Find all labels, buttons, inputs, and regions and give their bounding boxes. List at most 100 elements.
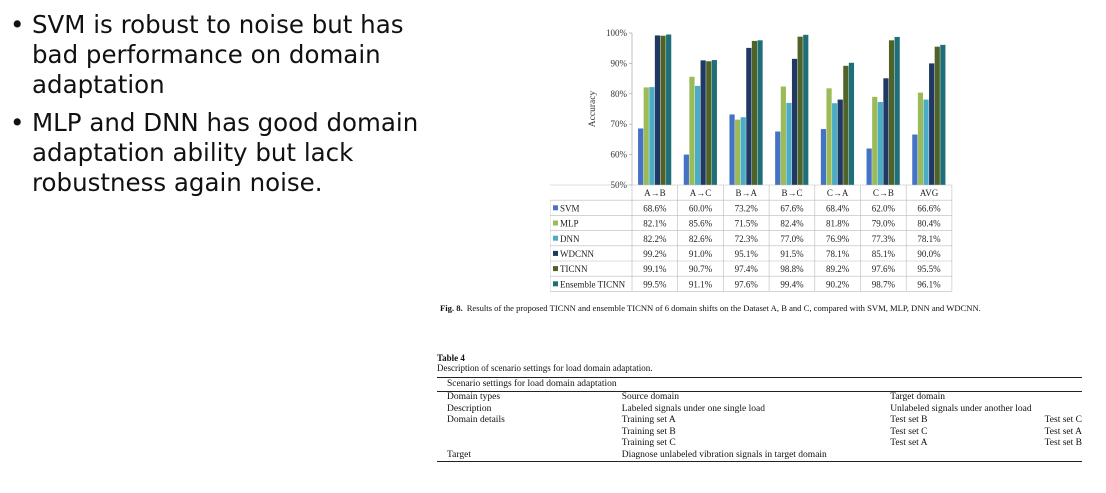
legend-label: Ensemble TICNN <box>560 279 626 289</box>
bar-ticnn <box>751 40 758 186</box>
figure-caption: Fig. 8. Results of the proposed TICNN and… <box>440 303 1090 313</box>
table-cell <box>437 438 612 450</box>
data-label: 98.8% <box>780 264 804 274</box>
data-label: 67.6% <box>780 203 804 213</box>
bar-dnn <box>694 85 701 185</box>
table-cell: Target domain <box>890 392 946 402</box>
table-cell: Training set A <box>621 415 676 425</box>
bar-svm <box>912 134 918 185</box>
data-label: 68.6% <box>643 203 667 213</box>
table-cell: Description <box>447 403 492 414</box>
data-label: 79.0% <box>872 219 896 229</box>
bar-ticnn <box>934 46 940 186</box>
bar-wdcnn <box>883 78 889 185</box>
table-description: Description of scenario settings for loa… <box>437 363 653 373</box>
data-label: 97.4% <box>735 264 759 274</box>
bar-wdcnn <box>654 35 661 185</box>
data-label: 98.7% <box>872 279 896 289</box>
y-tick-label: 60% <box>611 150 628 160</box>
x-category-label: C→A <box>827 188 849 198</box>
data-label: 82.4% <box>780 219 804 229</box>
legend-swatch <box>553 281 558 287</box>
data-label: 91.5% <box>780 249 804 259</box>
bar-ticnn <box>797 36 803 185</box>
data-label: 91.0% <box>689 249 713 259</box>
data-label: 80.4% <box>917 219 941 229</box>
legend-label: WDCNN <box>560 249 594 259</box>
table-cell: Test set A <box>890 438 928 448</box>
table-header: Scenario settings for load domain adapta… <box>437 377 1082 392</box>
bullet-list: SVM is robust to noise but has bad perfo… <box>10 10 430 206</box>
bar-svm <box>866 148 872 185</box>
data-label: 99.4% <box>780 279 804 289</box>
bar-dnn <box>832 103 838 185</box>
data-label: 81.8% <box>826 219 850 229</box>
bar-wdcnn <box>746 47 752 186</box>
x-category-label: B→A <box>735 188 757 198</box>
legend-label: SVM <box>560 203 580 213</box>
table-cell: Test set C <box>1044 415 1082 425</box>
x-category-label: C→B <box>873 188 894 198</box>
data-label: 72.3% <box>735 234 759 244</box>
legend-swatch <box>553 250 558 256</box>
data-label: 90.0% <box>917 249 941 259</box>
bar-dnn <box>649 87 655 185</box>
data-label: 95.5% <box>917 264 941 274</box>
bar-wdcnn <box>700 60 706 185</box>
legend-swatch <box>553 266 558 272</box>
legend-swatch <box>553 220 558 226</box>
bar-wdcnn <box>837 99 843 185</box>
bullet-svm: SVM is robust to noise but has bad perfo… <box>10 10 430 100</box>
data-label: 99.2% <box>643 249 667 259</box>
data-label: 78.1% <box>917 234 941 244</box>
y-tick-label: 100% <box>606 28 628 38</box>
y-axis-label: Accuracy <box>588 91 598 128</box>
bar-wdcnn <box>791 58 798 186</box>
table-row: Domain types Source domain Target domain <box>437 392 1082 404</box>
x-category-label: A→C <box>690 188 712 198</box>
table-row: Domain details Training set A Test set B… <box>437 415 1082 427</box>
table-cell <box>1035 392 1082 404</box>
table-cell <box>437 427 612 439</box>
y-tick-label: 70% <box>611 119 628 129</box>
data-label: 85.1% <box>872 249 896 259</box>
legend-label: DNN <box>560 234 580 244</box>
table-cell: Domain details <box>447 415 505 425</box>
table-cell: Labeled signals under one single load <box>621 403 765 414</box>
data-label: 97.6% <box>872 264 896 274</box>
table-row: Training set B Test set C Test set A <box>437 427 1082 439</box>
data-label: 95.1% <box>735 249 759 259</box>
data-label: 71.5% <box>735 219 759 229</box>
data-label: 85.6% <box>689 219 713 229</box>
data-label: 90.7% <box>689 264 713 274</box>
data-label: 62.0% <box>872 203 896 213</box>
bullet-mlp-dnn: MLP and DNN has good domain adaptation a… <box>10 108 430 198</box>
bar-ticnn <box>660 35 666 186</box>
data-label: 91.1% <box>689 279 713 289</box>
bar-ensemble-ticnn <box>803 34 809 185</box>
bar-ticnn <box>706 61 712 185</box>
data-label: 99.1% <box>643 264 667 274</box>
legend-swatch <box>553 205 558 211</box>
bar-svm <box>729 114 735 185</box>
table-cell: Training set C <box>621 438 676 448</box>
table-header-row: Scenario settings for load domain adapta… <box>437 377 1082 392</box>
bar-mlp <box>872 96 878 185</box>
figure-caption-label: Fig. 8. <box>440 303 463 313</box>
bar-dnn <box>923 99 929 185</box>
bar-ensemble-ticnn <box>940 44 946 185</box>
legend-label: MLP <box>560 219 579 229</box>
data-label: 96.1% <box>917 279 941 289</box>
bar-dnn <box>740 117 746 185</box>
bar-mlp <box>689 76 695 185</box>
data-label: 82.2% <box>643 234 667 244</box>
bar-ticnn <box>888 40 895 186</box>
data-label: 82.1% <box>643 219 667 229</box>
table-cell: Test set B <box>1044 438 1082 448</box>
data-label: 97.6% <box>735 279 759 289</box>
bar-ensemble-ticnn <box>666 34 672 185</box>
data-label: 77.3% <box>872 234 896 244</box>
accuracy-chart: 100% 90% 80% 70% 60% 50% Accuracy A→B A→C B→A B→C C… <box>549 20 970 295</box>
bar-ensemble-ticnn <box>711 60 717 185</box>
